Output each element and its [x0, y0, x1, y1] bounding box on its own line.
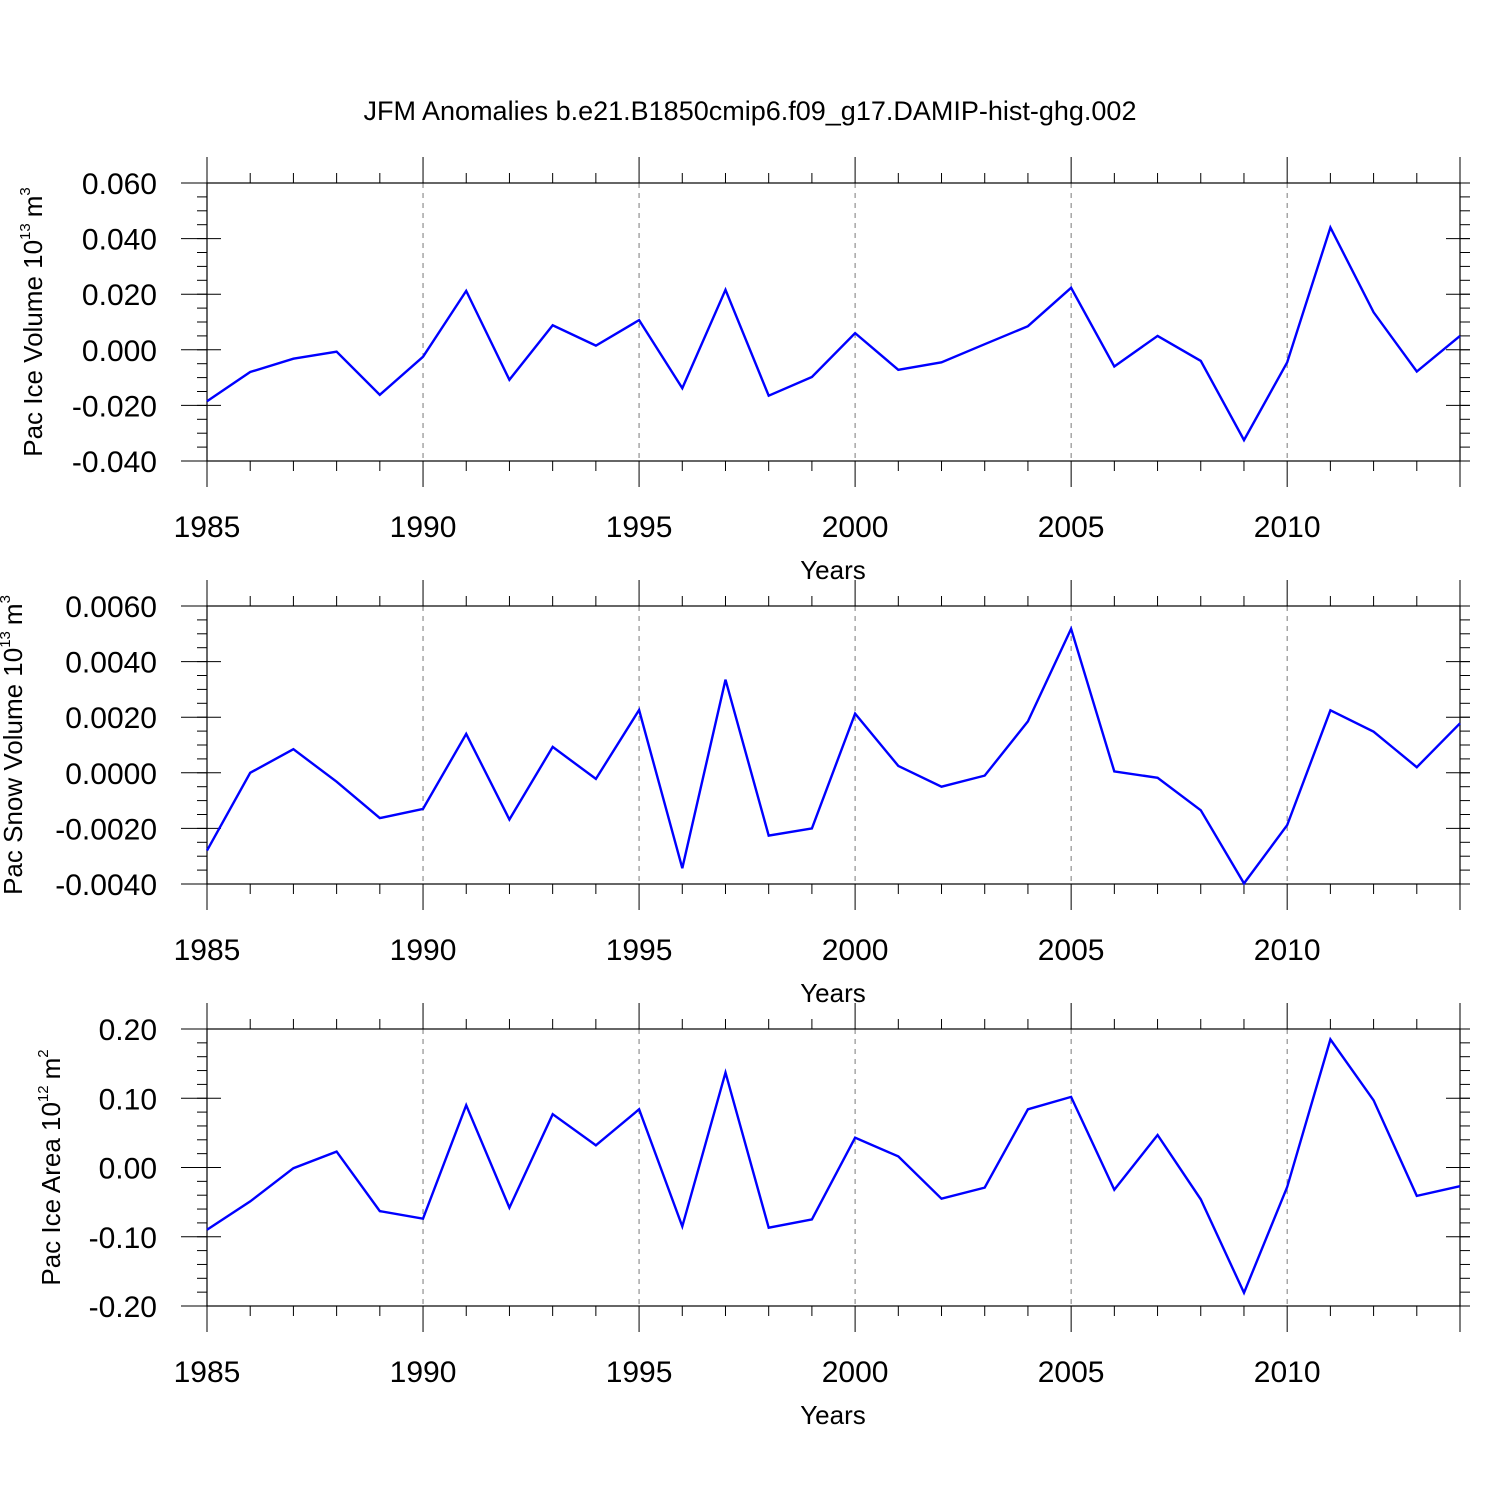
series-line: [206, 1036, 1461, 1296]
y-tick-label: 0.0020: [65, 702, 157, 735]
y-axis-label-unit-exponent: 3: [17, 187, 34, 195]
x-tick-label: 2010: [1254, 934, 1321, 967]
chart-panel-1: 1985 1990 1995 2000 2005 2010 Years -0.040 -0.02…: [17, 157, 1470, 585]
y-axis-label-unit: m: [18, 196, 48, 218]
x-tick-label: 1985: [174, 934, 241, 967]
series-line: [206, 224, 1461, 443]
y-axis-label-unit: m: [0, 603, 28, 625]
x-tick-label: 1995: [606, 934, 673, 967]
x-tick-label: 1990: [390, 511, 457, 544]
chart-panel-2: 1985 1990 1995 2000 2005 2010 Years -0.0040 -0.0…: [0, 580, 1470, 1008]
plot-frame: [206, 1028, 1461, 1307]
x-tick-label: 1995: [606, 1356, 673, 1389]
x-axis-label: Years: [800, 1400, 866, 1430]
plot-frame: [206, 605, 1461, 885]
y-tick-label: -0.040: [72, 446, 157, 479]
y-tick-label: 0.020: [82, 279, 157, 312]
x-axis-label: Years: [800, 978, 866, 1008]
y-tick-label: 0.20: [99, 1014, 157, 1047]
y-tick-label: -0.10: [89, 1222, 157, 1255]
y-tick-label: 0.10: [99, 1083, 157, 1116]
series-line: [205, 625, 1461, 886]
figure-title: JFM Anomalies b.e21.B1850cmip6.f09_g17.D…: [364, 96, 1137, 126]
y-axis-label-exponent: 13: [0, 631, 14, 648]
x-tick-label: 2000: [822, 511, 889, 544]
chart-panel-3: 1985 1990 1995 2000 2005 2010 Years -0.20 -0.10 0…: [35, 1003, 1470, 1430]
y-axis-label: Pac Ice Area 1012 m2: [35, 1049, 66, 1285]
x-tick-label: 2010: [1254, 1356, 1321, 1389]
y-tick-label: 0.060: [82, 168, 157, 201]
x-tick-label: 2005: [1038, 934, 1105, 967]
y-tick-label: 0.0040: [65, 647, 157, 680]
x-tick-label: 1985: [174, 511, 241, 544]
y-tick-label: -0.0020: [55, 813, 157, 846]
x-tick-label: 2010: [1254, 511, 1321, 544]
y-tick-label: 0.040: [82, 224, 157, 257]
y-axis-label-unit: m: [36, 1058, 66, 1080]
y-axis-label-exponent: 13: [17, 223, 34, 240]
x-tick-label: 1990: [390, 1356, 457, 1389]
y-axis-label-main: Pac Snow Volume 10: [0, 648, 28, 895]
x-tick-label: 2005: [1038, 511, 1105, 544]
y-tick-label: 0.0060: [65, 591, 157, 624]
y-axis-label-main: Pac Ice Volume 10: [18, 240, 48, 457]
x-tick-label: 1995: [606, 511, 673, 544]
y-tick-label: 0.00: [99, 1153, 157, 1186]
y-tick-label: -0.020: [72, 390, 157, 423]
x-tick-label: 2000: [822, 1356, 889, 1389]
y-axis-label-main: Pac Ice Area 10: [36, 1102, 66, 1286]
y-axis-label-unit-exponent: 3: [0, 595, 14, 603]
x-tick-label: 2000: [822, 934, 889, 967]
y-axis-label: Pac Snow Volume 1013 m3: [0, 595, 28, 895]
x-tick-label: 1985: [174, 1356, 241, 1389]
x-tick-label: 1990: [390, 934, 457, 967]
y-tick-label: -0.0040: [55, 869, 157, 902]
x-axis-label: Years: [800, 555, 866, 585]
panels: 1985 1990 1995 2000 2005 2010 Years -0.040 -0.02…: [0, 157, 1470, 1430]
y-tick-label: 0.0000: [65, 758, 157, 791]
x-tick-label: 2005: [1038, 1356, 1105, 1389]
y-axis-label-exponent: 12: [35, 1085, 52, 1102]
y-axis-label: Pac Ice Volume 1013 m3: [17, 187, 48, 457]
y-tick-label: 0.000: [82, 335, 157, 368]
y-tick-label: -0.20: [89, 1291, 157, 1324]
y-axis-label-unit-exponent: 2: [35, 1049, 52, 1057]
plot-frame: [206, 182, 1461, 462]
